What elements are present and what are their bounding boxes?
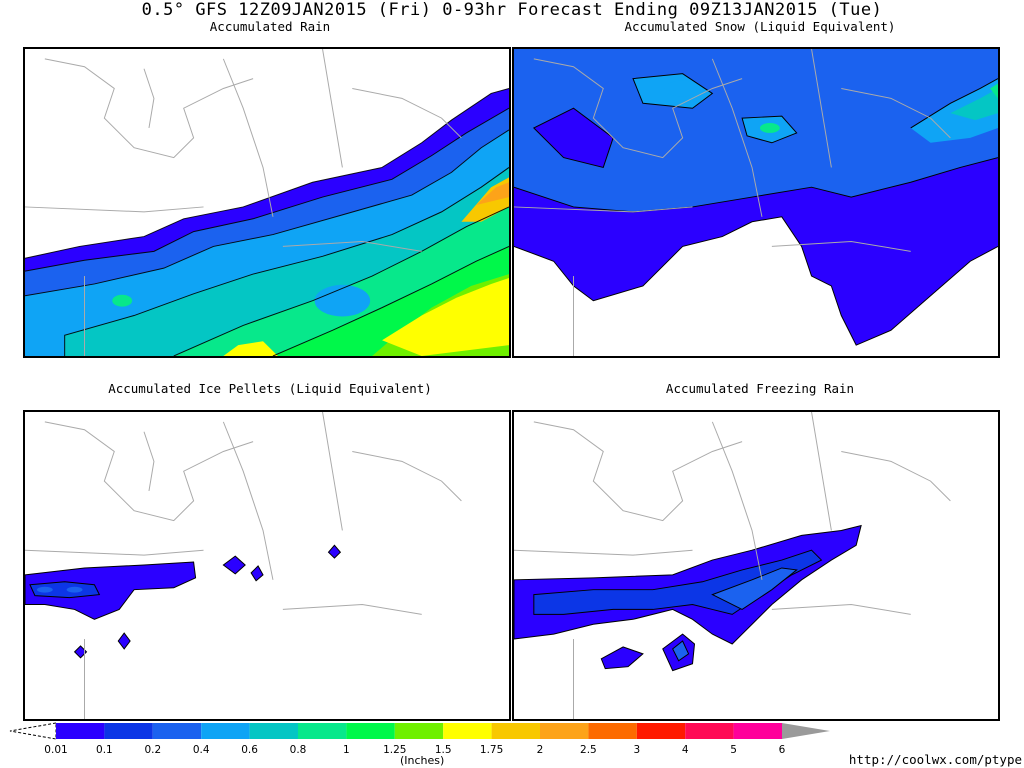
legend-over-arrow [782,723,830,739]
legend-tick-label: 1.75 [479,744,504,756]
legend-tick-label: 0.6 [241,744,258,756]
legend-color-box [588,723,637,739]
legend-color-box [152,723,202,739]
freezing-rain-map-panel [512,410,1000,721]
rain-map-panel [23,47,511,358]
legend-tick-label: 5 [730,744,737,756]
legend-tick-label: 0.8 [289,744,307,756]
legend-color-box [540,723,589,739]
legend-tick-label: 0.1 [96,744,113,756]
legend-units: (Inches) [400,754,445,767]
legend-color-box [201,723,250,739]
legend-tick-label: 2 [536,744,544,756]
legend-color-box [491,723,540,739]
legend-color-box [298,723,347,739]
legend-color-box [443,723,492,739]
panel-title-rain: Accumulated Rain [209,19,331,34]
ice-pellets-map-panel [23,410,511,721]
legend-tick-label: 3 [633,744,641,756]
legend-color-box [394,723,444,739]
legend-tick-label: 0.2 [144,744,162,756]
legend-tick-label: 1.25 [383,744,407,756]
legend-tick-label: 0.01 [44,744,68,756]
panel-title-ice-pellets: Accumulated Ice Pellets (Liquid Equivale… [108,381,432,396]
forecast-title: 0.5° GFS 12Z09JAN2015 (Fri) 0-93hr Forec… [141,0,883,20]
legend-tick-label: 4 [681,744,689,756]
legend-bar [9,722,830,740]
legend-tick-label: 1 [343,744,350,756]
legend-color-box [636,723,686,739]
legend-under-arrow [9,722,57,740]
panel-title-snow: Accumulated Snow (Liquid Equivalent) [624,19,896,34]
legend-color-box [249,723,298,739]
legend-tick-label: 6 [778,744,786,756]
legend-tick-label: 1.5 [434,744,452,756]
freezing-rain-map [514,412,951,719]
legend-tick-label: 2.5 [580,744,597,756]
legend-color-box [104,723,153,739]
snow-map-panel [512,47,1000,358]
rain-map [25,49,509,356]
legend-tick-label: 0.4 [192,744,210,756]
ice-pellets-map [25,412,462,719]
panel-title-freezing-rain: Accumulated Freezing Rain [665,381,855,396]
legend-color-box [733,723,782,739]
legend-color-box [346,723,395,739]
snow-map [514,49,998,356]
legend-color-box [685,723,734,739]
color-legend: 0.01 0.1 0.2 0.4 0.6 0.8 1 1.25 1.5 1.75 2 2.5 3 4 5 6 [0,720,1024,768]
legend-color-box [56,723,105,739]
source-url-link[interactable]: http://coolwx.com/ptype [848,752,1022,767]
